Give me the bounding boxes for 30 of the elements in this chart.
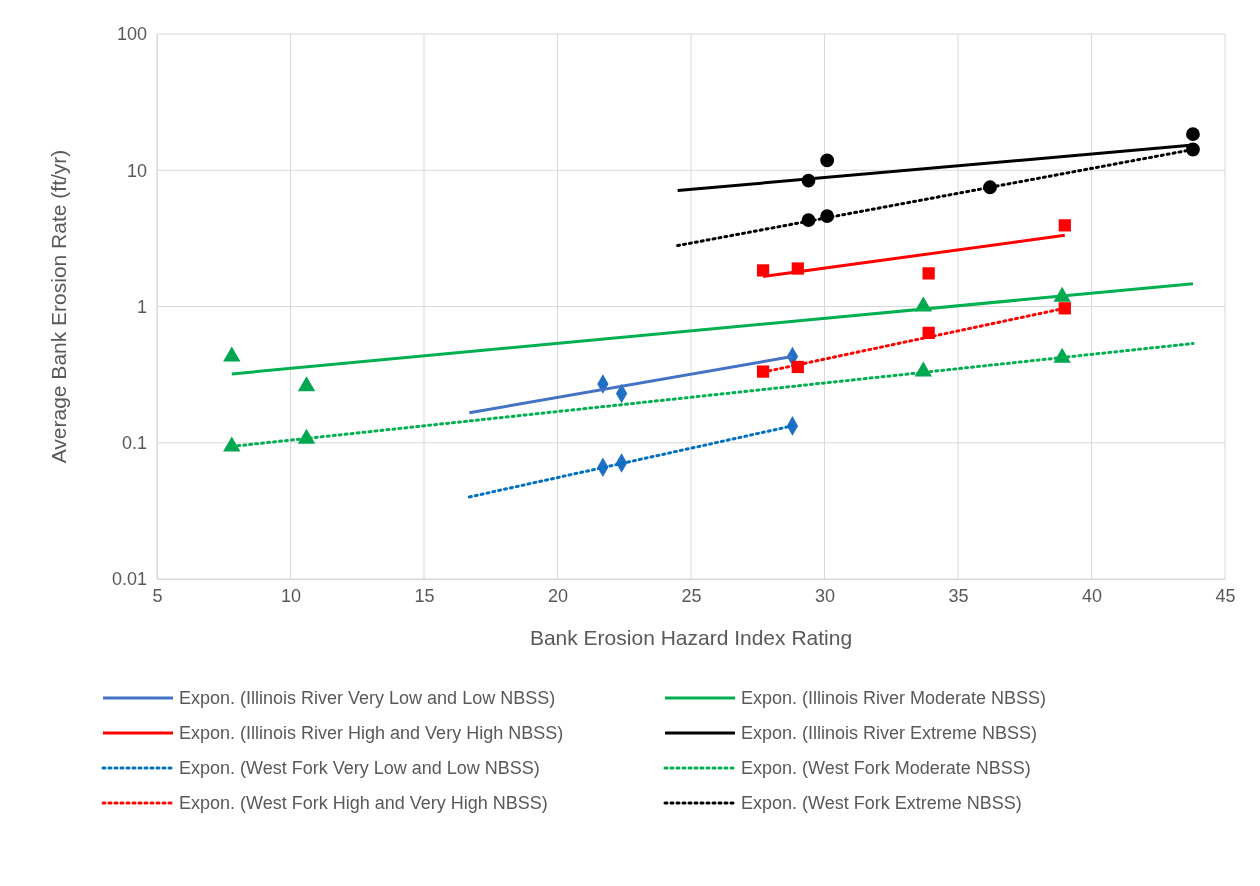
legend-label: Expon. (Illinois River Moderate NBSS): [741, 688, 1047, 708]
x-tick-label: 20: [547, 585, 569, 606]
legend-label: Expon. (West Fork Extreme NBSS): [741, 793, 1022, 813]
x-tick-label: 25: [681, 585, 702, 606]
x-tick-label: 10: [280, 585, 302, 606]
x-tick-label: 35: [948, 585, 969, 606]
point: [1058, 219, 1071, 232]
point: [922, 267, 935, 280]
y-axis-title: Average Bank Erosion Rate (ft/yr): [47, 149, 70, 464]
point: [820, 153, 835, 168]
point: [1186, 127, 1200, 142]
y-tick-label: 0.1: [121, 433, 147, 454]
x-tick-label: 45: [1215, 585, 1236, 606]
y-tick-label: 100: [116, 24, 147, 45]
x-axis-title: Bank Erosion Hazard Index Rating: [529, 626, 853, 649]
y-tick-label: 1: [136, 296, 147, 317]
x-tick-label: 40: [1081, 585, 1103, 606]
x-tick-label: 15: [414, 585, 435, 606]
legend-label: Expon. (West Fork High and Very High NBSS): [179, 793, 548, 813]
legend-label: Expon. (Illinois River Very Low and Low NBSS): [179, 688, 556, 708]
legend-label: Expon. (West Fork Moderate NBSS): [741, 758, 1031, 778]
legend-label: Expon. (Illinois River Extreme NBSS): [741, 723, 1038, 743]
legend-label: Expon. (Illinois River High and Very High NBSS): [179, 723, 564, 743]
x-tick-label: 30: [814, 585, 836, 606]
legend-label: Expon. (West Fork Very Low and Low NBSS): [179, 758, 540, 778]
point: [756, 365, 770, 378]
y-tick-label: 10: [126, 160, 147, 181]
y-tick-label: 0.01: [111, 569, 147, 590]
x-tick-label: 5: [152, 585, 163, 606]
point: [756, 264, 770, 277]
